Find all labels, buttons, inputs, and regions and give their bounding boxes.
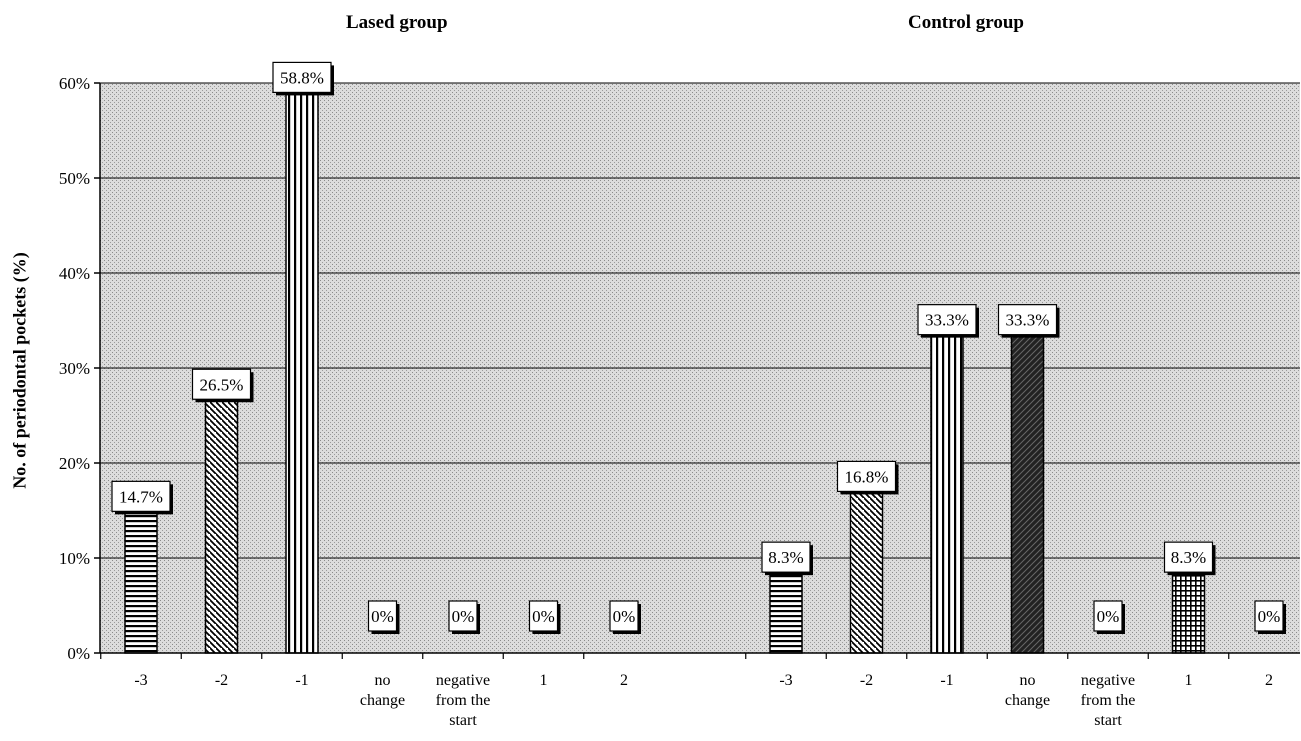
x-tick-label: no change	[360, 672, 405, 709]
x-tick-label: -1	[295, 672, 308, 689]
data-label: 8.3%	[1163, 541, 1216, 576]
data-label: 0%	[1254, 600, 1286, 634]
data-label: 0%	[528, 600, 561, 634]
control-group-title: Control group	[908, 12, 1024, 33]
svg-text:0%: 0%	[1097, 607, 1120, 626]
data-label: 0%	[448, 600, 480, 634]
lased-group-title: Lased group	[346, 12, 448, 33]
x-tick-label: 1	[540, 672, 548, 689]
x-tick-label: -2	[860, 672, 873, 689]
svg-text:0%: 0%	[371, 607, 394, 626]
bar-control-0	[769, 573, 803, 654]
x-tick-label: negative from the start	[1081, 672, 1136, 729]
bar-lased-1	[204, 400, 239, 654]
bar-control-1	[849, 492, 884, 654]
data-label: 0%	[367, 600, 400, 634]
svg-text:16.8%: 16.8%	[845, 467, 889, 486]
x-tick-label: negative from the start	[436, 672, 491, 729]
data-label: 0%	[609, 600, 641, 634]
svg-text:8.3%: 8.3%	[768, 548, 803, 567]
svg-text:8.3%: 8.3%	[1171, 548, 1206, 567]
bar-lased-2	[285, 93, 319, 654]
svg-text:0%: 0%	[452, 607, 475, 626]
data-label: 26.5%	[191, 368, 254, 403]
y-tick-label: 60%	[59, 74, 90, 93]
data-label: 0%	[1093, 600, 1125, 634]
data-label: 33.3%	[917, 304, 979, 338]
svg-text:26.5%: 26.5%	[200, 375, 244, 394]
bar-lased-0	[124, 512, 158, 654]
x-tick-label: 2	[620, 672, 628, 689]
x-tick-label: -1	[940, 672, 953, 689]
svg-text:0%: 0%	[532, 607, 555, 626]
y-tick-label: 10%	[59, 549, 90, 568]
svg-text:33.3%: 33.3%	[1006, 311, 1050, 330]
bar-control-2	[930, 335, 964, 654]
y-tick-label: 30%	[59, 359, 90, 378]
y-tick-label: 40%	[59, 264, 90, 283]
y-tick-label: 20%	[59, 454, 90, 473]
x-tick-label: -3	[779, 672, 792, 689]
x-tick-label: -3	[134, 672, 147, 689]
svg-text:0%: 0%	[613, 607, 636, 626]
bar-control-5	[1171, 573, 1206, 654]
data-label: 16.8%	[836, 460, 899, 495]
data-label: 33.3%	[997, 304, 1060, 338]
svg-text:0%: 0%	[1258, 607, 1281, 626]
x-tick-label: 2	[1265, 672, 1273, 689]
bar-control-3	[1010, 335, 1045, 654]
data-label: 14.7%	[111, 480, 173, 515]
y-tick-label: 50%	[59, 169, 90, 188]
x-tick-label: no change	[1005, 672, 1050, 709]
x-tick-label: 1	[1185, 672, 1193, 689]
svg-text:58.8%: 58.8%	[280, 68, 324, 87]
svg-text:33.3%: 33.3%	[925, 311, 969, 330]
svg-text:14.7%: 14.7%	[119, 487, 163, 506]
data-label: 8.3%	[761, 541, 813, 576]
x-tick-label: -2	[215, 672, 228, 689]
y-tick-label: 0%	[67, 644, 90, 663]
data-label: 58.8%	[272, 61, 334, 96]
